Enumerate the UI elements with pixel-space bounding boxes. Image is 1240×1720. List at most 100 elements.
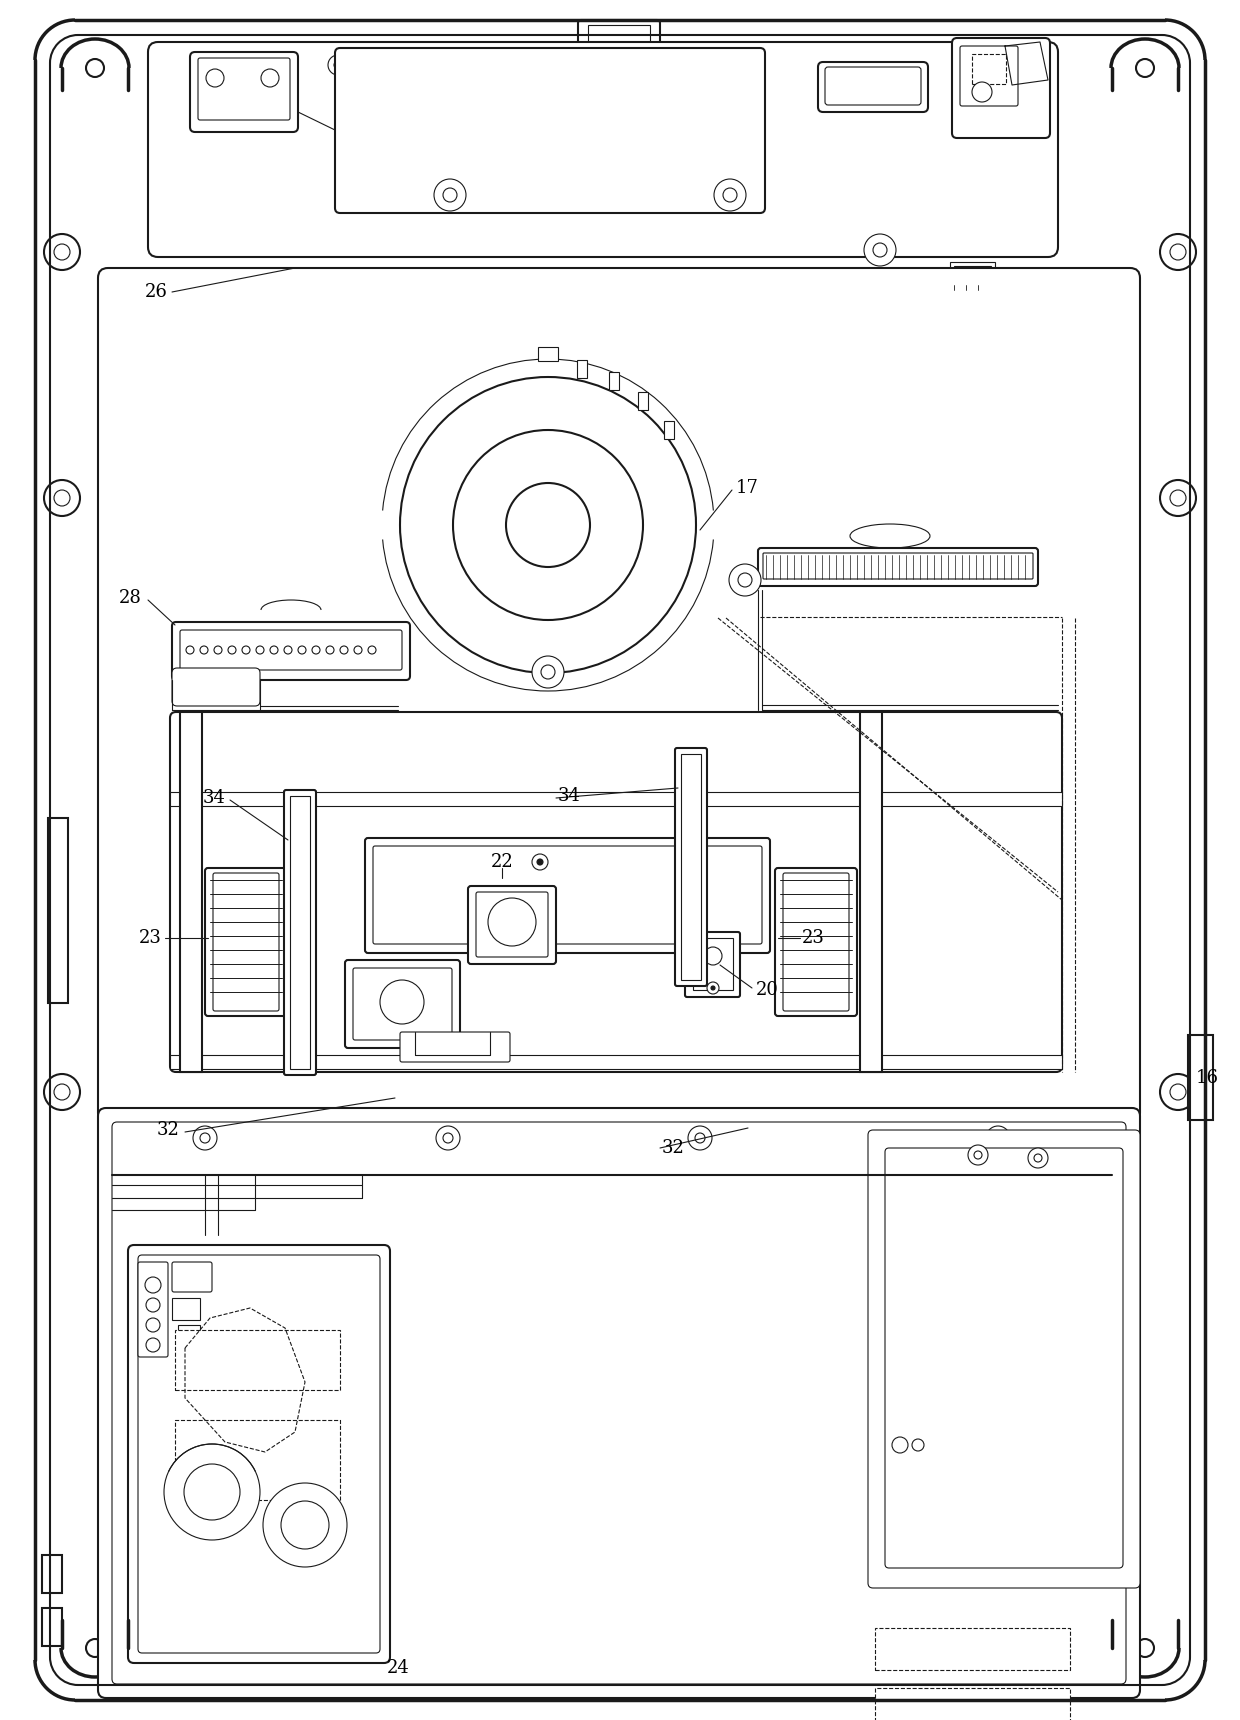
Circle shape bbox=[43, 234, 81, 270]
FancyBboxPatch shape bbox=[818, 62, 928, 112]
Circle shape bbox=[694, 1133, 706, 1144]
Bar bbox=[42, 1608, 62, 1646]
FancyBboxPatch shape bbox=[825, 67, 921, 105]
Circle shape bbox=[55, 244, 69, 260]
Bar bbox=[861, 712, 882, 1072]
Circle shape bbox=[729, 564, 761, 597]
FancyBboxPatch shape bbox=[190, 52, 298, 132]
Circle shape bbox=[711, 986, 715, 991]
Circle shape bbox=[43, 1073, 81, 1109]
Bar bbox=[42, 1555, 62, 1593]
Circle shape bbox=[284, 647, 291, 654]
Text: 34: 34 bbox=[203, 789, 226, 807]
Circle shape bbox=[443, 187, 458, 201]
Circle shape bbox=[329, 55, 348, 76]
FancyBboxPatch shape bbox=[775, 869, 857, 1017]
Text: 23: 23 bbox=[139, 929, 162, 948]
Circle shape bbox=[1028, 1147, 1048, 1168]
FancyBboxPatch shape bbox=[335, 48, 765, 213]
Circle shape bbox=[43, 480, 81, 516]
Circle shape bbox=[281, 1502, 329, 1550]
Text: 22: 22 bbox=[491, 853, 513, 870]
Circle shape bbox=[55, 490, 69, 506]
FancyBboxPatch shape bbox=[213, 874, 279, 1011]
Circle shape bbox=[993, 1133, 1003, 1144]
Circle shape bbox=[1159, 480, 1197, 516]
Circle shape bbox=[368, 647, 376, 654]
Text: 23: 23 bbox=[802, 929, 825, 948]
Circle shape bbox=[206, 69, 224, 88]
Circle shape bbox=[215, 647, 222, 654]
Circle shape bbox=[704, 948, 722, 965]
Circle shape bbox=[200, 647, 208, 654]
Circle shape bbox=[145, 1276, 161, 1293]
Bar bbox=[538, 347, 558, 361]
Circle shape bbox=[146, 1299, 160, 1312]
Bar bbox=[170, 791, 1061, 807]
FancyBboxPatch shape bbox=[684, 932, 740, 998]
Bar bbox=[681, 753, 701, 980]
FancyBboxPatch shape bbox=[960, 46, 1018, 107]
FancyBboxPatch shape bbox=[172, 667, 260, 705]
Text: 24: 24 bbox=[387, 1660, 409, 1677]
FancyBboxPatch shape bbox=[476, 893, 548, 956]
Circle shape bbox=[164, 1445, 260, 1539]
Circle shape bbox=[537, 858, 543, 865]
Bar bbox=[180, 712, 202, 1072]
Bar bbox=[290, 796, 310, 1070]
Bar bbox=[170, 1054, 1061, 1070]
Circle shape bbox=[443, 287, 458, 303]
Bar bbox=[954, 267, 991, 286]
FancyBboxPatch shape bbox=[373, 846, 763, 944]
FancyBboxPatch shape bbox=[170, 712, 1061, 1072]
Circle shape bbox=[707, 982, 719, 994]
Bar bbox=[175, 1421, 340, 1500]
Circle shape bbox=[263, 1483, 347, 1567]
Circle shape bbox=[506, 483, 590, 568]
FancyBboxPatch shape bbox=[675, 748, 707, 986]
Circle shape bbox=[298, 647, 306, 654]
FancyBboxPatch shape bbox=[172, 623, 410, 679]
Circle shape bbox=[864, 234, 897, 267]
Circle shape bbox=[873, 243, 887, 256]
Bar bbox=[875, 1687, 1070, 1720]
FancyBboxPatch shape bbox=[172, 1262, 212, 1292]
Circle shape bbox=[312, 647, 320, 654]
FancyBboxPatch shape bbox=[763, 554, 1033, 580]
Circle shape bbox=[326, 647, 334, 654]
Circle shape bbox=[184, 1464, 241, 1520]
Bar bbox=[1188, 1035, 1213, 1120]
Circle shape bbox=[532, 655, 564, 688]
Text: 32: 32 bbox=[662, 1139, 684, 1158]
FancyBboxPatch shape bbox=[345, 960, 460, 1047]
FancyBboxPatch shape bbox=[353, 968, 453, 1041]
Circle shape bbox=[1034, 1154, 1042, 1163]
Bar bbox=[663, 421, 675, 439]
FancyBboxPatch shape bbox=[138, 1262, 167, 1357]
Circle shape bbox=[443, 1133, 453, 1144]
Circle shape bbox=[714, 179, 746, 212]
Text: 32: 32 bbox=[157, 1121, 180, 1139]
FancyBboxPatch shape bbox=[365, 838, 770, 953]
Circle shape bbox=[968, 1146, 988, 1164]
FancyBboxPatch shape bbox=[401, 1032, 510, 1061]
Circle shape bbox=[738, 573, 751, 587]
Circle shape bbox=[1136, 1639, 1154, 1656]
Circle shape bbox=[186, 647, 193, 654]
Circle shape bbox=[1136, 58, 1154, 77]
FancyBboxPatch shape bbox=[868, 1130, 1140, 1588]
FancyBboxPatch shape bbox=[180, 630, 402, 671]
Circle shape bbox=[1159, 1073, 1197, 1109]
FancyBboxPatch shape bbox=[98, 268, 1140, 1123]
Circle shape bbox=[242, 647, 250, 654]
FancyBboxPatch shape bbox=[198, 58, 290, 120]
Circle shape bbox=[146, 1338, 160, 1352]
FancyBboxPatch shape bbox=[578, 21, 660, 52]
Bar bbox=[588, 26, 650, 43]
Circle shape bbox=[972, 83, 992, 101]
FancyBboxPatch shape bbox=[284, 789, 316, 1075]
Circle shape bbox=[334, 60, 342, 69]
Circle shape bbox=[434, 179, 466, 212]
Circle shape bbox=[986, 1127, 1011, 1151]
Text: 16: 16 bbox=[1197, 1070, 1219, 1087]
